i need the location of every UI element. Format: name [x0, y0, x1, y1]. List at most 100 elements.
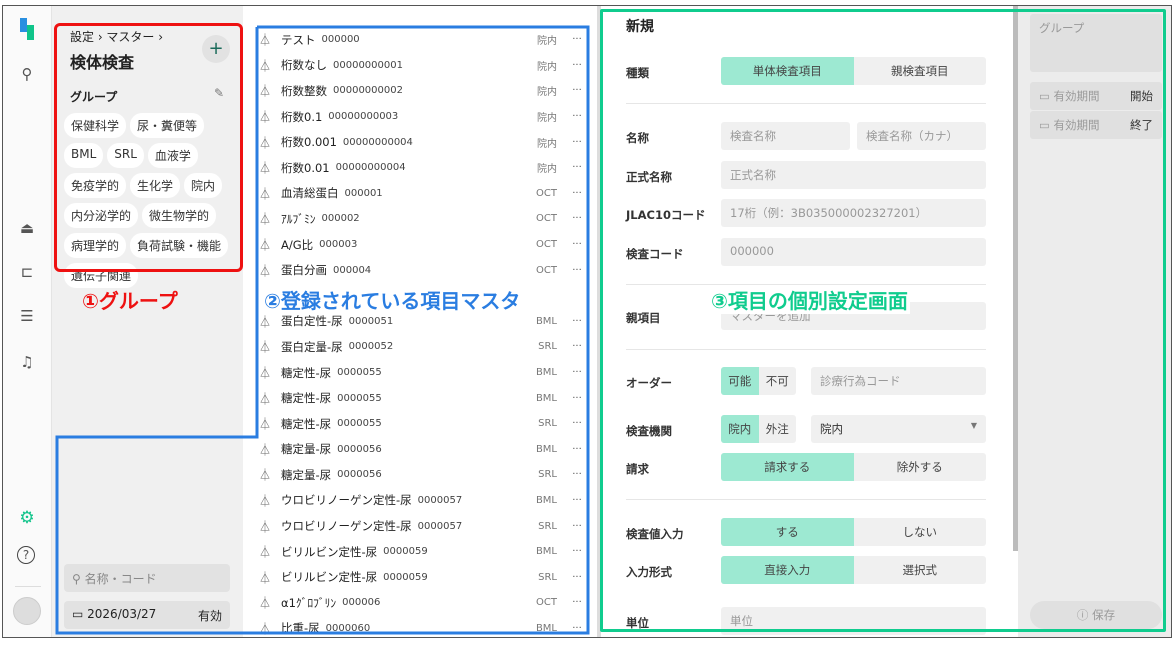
scrollbar[interactable]: [597, 6, 601, 637]
list-item[interactable]: ⏃ 桁数なし 00000000001 院内 ···: [243, 53, 597, 79]
list-item[interactable]: ⏃ 蛋白分画 000004 OCT ···: [243, 257, 597, 283]
group-chip[interactable]: 血液学: [147, 143, 198, 168]
more-icon[interactable]: ···: [572, 418, 582, 430]
billing-toggle[interactable]: 請求する 除外する: [721, 453, 986, 481]
billing-option-bill[interactable]: 請求する: [721, 453, 854, 481]
list-item[interactable]: ⏃ ウロビリノーゲン定性-尿 0000057 SRL ···: [243, 513, 597, 539]
order-option-denied[interactable]: 不可: [765, 374, 789, 388]
list-item[interactable]: ⏃ 桁数整数 00000000002 院内 ···: [243, 78, 597, 104]
order-toggle[interactable]: 可能 不可: [721, 367, 796, 395]
more-icon[interactable]: ···: [572, 162, 582, 174]
group-chip[interactable]: 尿・糞便等: [130, 113, 205, 138]
list-item[interactable]: ⏃ 糖定性-尿 0000055 BML ···: [243, 360, 597, 386]
more-icon[interactable]: ···: [572, 315, 582, 327]
more-icon[interactable]: ···: [572, 597, 582, 609]
name-input[interactable]: 検査名称: [721, 122, 850, 150]
search-input[interactable]: ⚲ 名称・コード: [64, 564, 230, 592]
more-icon[interactable]: ···: [572, 341, 582, 353]
list-icon[interactable]: ☰: [20, 307, 34, 325]
name-kana-input[interactable]: 検査名称（カナ）: [857, 122, 986, 150]
bed-icon[interactable]: ⊏: [20, 263, 34, 281]
group-chip[interactable]: 病理学的: [64, 233, 127, 258]
more-icon[interactable]: ···: [572, 111, 582, 123]
more-icon[interactable]: ···: [572, 85, 582, 97]
group-chip[interactable]: 微生物学的: [142, 203, 217, 228]
more-icon[interactable]: ···: [572, 469, 582, 481]
list-item[interactable]: ⏃ 桁数0.01 00000000004 院内 ···: [243, 155, 597, 181]
value-input-no[interactable]: しない: [902, 525, 938, 539]
type-toggle[interactable]: 単体検査項目 親検査項目: [721, 57, 986, 85]
jlac10-input[interactable]: 17桁（例：3B035000002327201）: [721, 199, 986, 227]
more-icon[interactable]: ···: [572, 520, 582, 532]
list-item[interactable]: ⏃ 蛋白定量-尿 0000052 SRL ···: [243, 334, 597, 360]
more-icon[interactable]: ···: [572, 264, 582, 276]
type-option-parent[interactable]: 親検査項目: [891, 64, 949, 78]
list-item[interactable]: ⏃ テスト 000000 院内 ···: [243, 27, 597, 53]
more-icon[interactable]: ···: [572, 213, 582, 225]
scrollbar[interactable]: [1013, 6, 1018, 551]
avatar[interactable]: [13, 597, 41, 625]
patient-search-icon[interactable]: ⚲: [21, 65, 33, 83]
more-icon[interactable]: ···: [572, 187, 582, 199]
help-icon[interactable]: ?: [17, 546, 35, 564]
lab-option-inhouse[interactable]: 院内: [721, 415, 759, 443]
list-item[interactable]: ⏃ 血清総蛋白 000001 OCT ···: [243, 181, 597, 207]
lab-option-external[interactable]: 外注: [765, 422, 789, 436]
more-icon[interactable]: ···: [572, 59, 582, 71]
list-item[interactable]: ⏃ ｱﾙﾌﾞﾐﾝ 000002 OCT ···: [243, 206, 597, 232]
list-item[interactable]: ⏃ 蛋白定性-尿 0000051 BML ···: [243, 309, 597, 335]
list-item[interactable]: ⏃ 糖定量-尿 0000056 BML ···: [243, 437, 597, 463]
app-logo[interactable]: [17, 18, 37, 40]
more-icon[interactable]: ···: [572, 136, 582, 148]
list-item[interactable]: ⏃ 桁数0.1 00000000003 院内 ···: [243, 104, 597, 130]
more-icon[interactable]: ···: [572, 546, 582, 558]
test-code-input[interactable]: 000000: [721, 238, 986, 266]
input-format-direct[interactable]: 直接入力: [721, 556, 854, 584]
type-option-single[interactable]: 単体検査項目: [721, 57, 854, 85]
more-icon[interactable]: ···: [572, 443, 582, 455]
edit-icon[interactable]: ✎: [214, 86, 225, 100]
list-item[interactable]: ⏃ 桁数0.001 00000000004 院内 ···: [243, 129, 597, 155]
list-item[interactable]: ⏃ A/G比 000003 OCT ···: [243, 232, 597, 258]
more-icon[interactable]: ···: [572, 571, 582, 583]
breadcrumb[interactable]: 設定 › マスター ›: [70, 30, 164, 44]
group-chip[interactable]: BML: [64, 143, 104, 168]
group-chip[interactable]: 生化学: [130, 173, 181, 198]
list-item[interactable]: ⏃ 糖定量-尿 0000056 SRL ···: [243, 462, 597, 488]
list-item[interactable]: ⏃ 糖定性-尿 0000055 BML ···: [243, 385, 597, 411]
more-icon[interactable]: ···: [572, 239, 582, 251]
more-icon[interactable]: ···: [572, 367, 582, 379]
more-icon[interactable]: ···: [572, 34, 582, 46]
order-option-allowed[interactable]: 可能: [721, 367, 759, 395]
group-select[interactable]: グループ: [1030, 14, 1162, 72]
save-button[interactable]: ⓘ 保存: [1030, 601, 1162, 629]
group-chip[interactable]: 遺伝子関連: [64, 263, 139, 288]
procedure-code-input[interactable]: 診療行為コード: [811, 367, 986, 395]
group-chip[interactable]: 免疫学的: [64, 173, 127, 198]
group-chip[interactable]: 負荷試験・機能: [130, 233, 229, 258]
billing-option-exclude[interactable]: 除外する: [896, 460, 943, 474]
input-format-toggle[interactable]: 直接入力 選択式: [721, 556, 986, 584]
group-chip[interactable]: SRL: [107, 143, 144, 168]
group-chip[interactable]: 院内: [184, 173, 223, 198]
gear-icon[interactable]: ⚙: [19, 508, 35, 528]
lab-select[interactable]: 院内 ▼: [811, 415, 986, 443]
group-chip[interactable]: 内分泌学的: [64, 203, 139, 228]
bell-icon[interactable]: ♫: [20, 353, 34, 371]
meal-icon[interactable]: ⏏: [19, 219, 35, 237]
period-start-field[interactable]: ▭ 有効期間 開始: [1030, 82, 1162, 110]
value-input-toggle[interactable]: する しない: [721, 518, 986, 546]
more-icon[interactable]: ···: [572, 494, 582, 506]
period-end-field[interactable]: ▭ 有効期間 終了: [1030, 111, 1162, 139]
list-item[interactable]: ⏃ ビリルビン定性-尿 0000059 SRL ···: [243, 564, 597, 590]
add-button[interactable]: +: [202, 35, 230, 63]
value-input-yes[interactable]: する: [721, 518, 854, 546]
input-format-select[interactable]: 選択式: [902, 563, 938, 577]
lab-toggle[interactable]: 院内 外注: [721, 415, 796, 443]
more-icon[interactable]: ···: [572, 392, 582, 404]
list-item[interactable]: ⏃ ビリルビン定性-尿 0000059 BML ···: [243, 539, 597, 565]
list-item[interactable]: ⏃ α1ｸﾞﾛﾌﾞﾘﾝ 000006 OCT ···: [243, 590, 597, 616]
formal-name-input[interactable]: 正式名称: [721, 161, 986, 189]
list-item[interactable]: ⏃ 糖定性-尿 0000055 SRL ···: [243, 411, 597, 437]
list-item[interactable]: ⏃ ウロビリノーゲン定性-尿 0000057 BML ···: [243, 488, 597, 514]
